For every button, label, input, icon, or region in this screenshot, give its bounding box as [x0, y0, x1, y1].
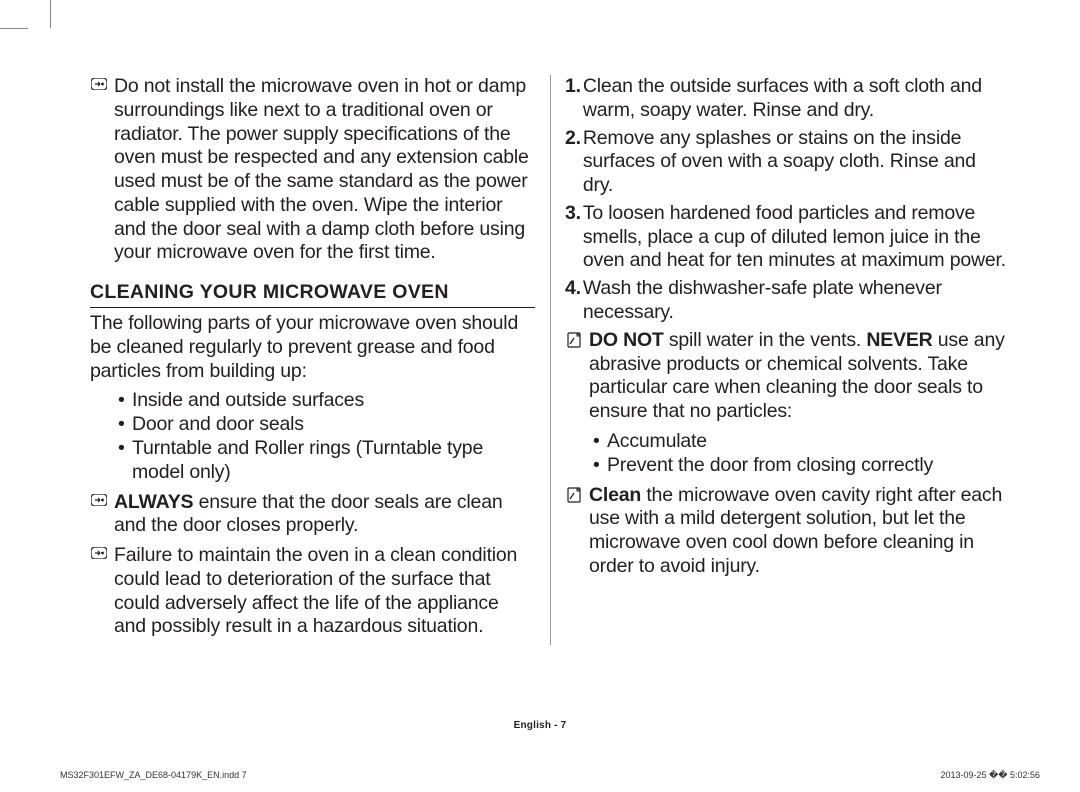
footer-timestamp: 2013-09-25 �� 5:02:56: [940, 770, 1040, 781]
step-text: To loosen hardened food particles and re…: [583, 202, 1010, 273]
crop-mark-horizontal: [0, 28, 28, 29]
step-number: 3.: [565, 202, 581, 273]
step-4: 4. Wash the dishwasher-safe plate whenev…: [565, 277, 1010, 325]
pointer-icon: [90, 544, 108, 559]
page-number: English - 7: [0, 720, 1080, 731]
list-item: Accumulate: [593, 430, 1010, 454]
page-content: Do not install the microwave oven in hot…: [90, 75, 1010, 645]
footer-filename: MS32F301EFW_ZA_DE68-04179K_EN.indd 7: [60, 770, 247, 780]
failure-note: Failure to maintain the oven in a clean …: [90, 544, 535, 639]
step-text: Clean the outside surfaces with a soft c…: [583, 75, 1010, 123]
step-number: 4.: [565, 277, 581, 325]
donot-bold-2: NEVER: [866, 329, 932, 351]
donot-bold-1: DO NOT: [589, 329, 664, 351]
cleaning-heading: CLEANING YOUR MICROWAVE OVEN: [90, 281, 535, 308]
note-icon: [565, 329, 583, 348]
always-note: ALWAYS ensure that the door seals are cl…: [90, 491, 535, 539]
pointer-icon: [90, 491, 108, 506]
clean-note: Clean the microwave oven cavity right af…: [565, 484, 1010, 579]
always-text: ALWAYS ensure that the door seals are cl…: [114, 491, 535, 539]
pointer-icon: [90, 75, 108, 90]
clean-text: Clean the microwave oven cavity right af…: [589, 484, 1010, 579]
install-note-text: Do not install the microwave oven in hot…: [114, 75, 535, 265]
list-item: Door and door seals: [118, 413, 535, 437]
install-note: Do not install the microwave oven in hot…: [90, 75, 535, 265]
step-text: Remove any splashes or stains on the ins…: [583, 127, 1010, 198]
clean-rest: the microwave oven cavity right after ea…: [589, 484, 1002, 577]
step-1: 1. Clean the outside surfaces with a sof…: [565, 75, 1010, 123]
list-item: Prevent the door from closing correctly: [593, 454, 1010, 478]
list-item: Turntable and Roller rings (Turntable ty…: [118, 437, 535, 485]
step-3: 3. To loosen hardened food particles and…: [565, 202, 1010, 273]
failure-text: Failure to maintain the oven in a clean …: [114, 544, 535, 639]
crop-mark-vertical: [50, 0, 51, 28]
step-2: 2. Remove any splashes or stains on the …: [565, 127, 1010, 198]
always-bold: ALWAYS: [114, 491, 193, 513]
donot-bullets: Accumulate Prevent the door from closing…: [565, 430, 1010, 478]
step-number: 2.: [565, 127, 581, 198]
step-number: 1.: [565, 75, 581, 123]
donot-mid: spill water in the vents.: [664, 329, 867, 351]
clean-bold: Clean: [589, 484, 641, 506]
step-text: Wash the dishwasher-safe plate whenever …: [583, 277, 1010, 325]
donot-text: DO NOT spill water in the vents. NEVER u…: [589, 329, 1010, 424]
donot-note: DO NOT spill water in the vents. NEVER u…: [565, 329, 1010, 424]
list-item: Inside and outside surfaces: [118, 389, 535, 413]
two-column-layout: Do not install the microwave oven in hot…: [90, 75, 1010, 645]
cleaning-parts-list: Inside and outside surfaces Door and doo…: [90, 389, 535, 484]
note-icon: [565, 484, 583, 503]
cleaning-intro: The following parts of your microwave ov…: [90, 312, 535, 383]
